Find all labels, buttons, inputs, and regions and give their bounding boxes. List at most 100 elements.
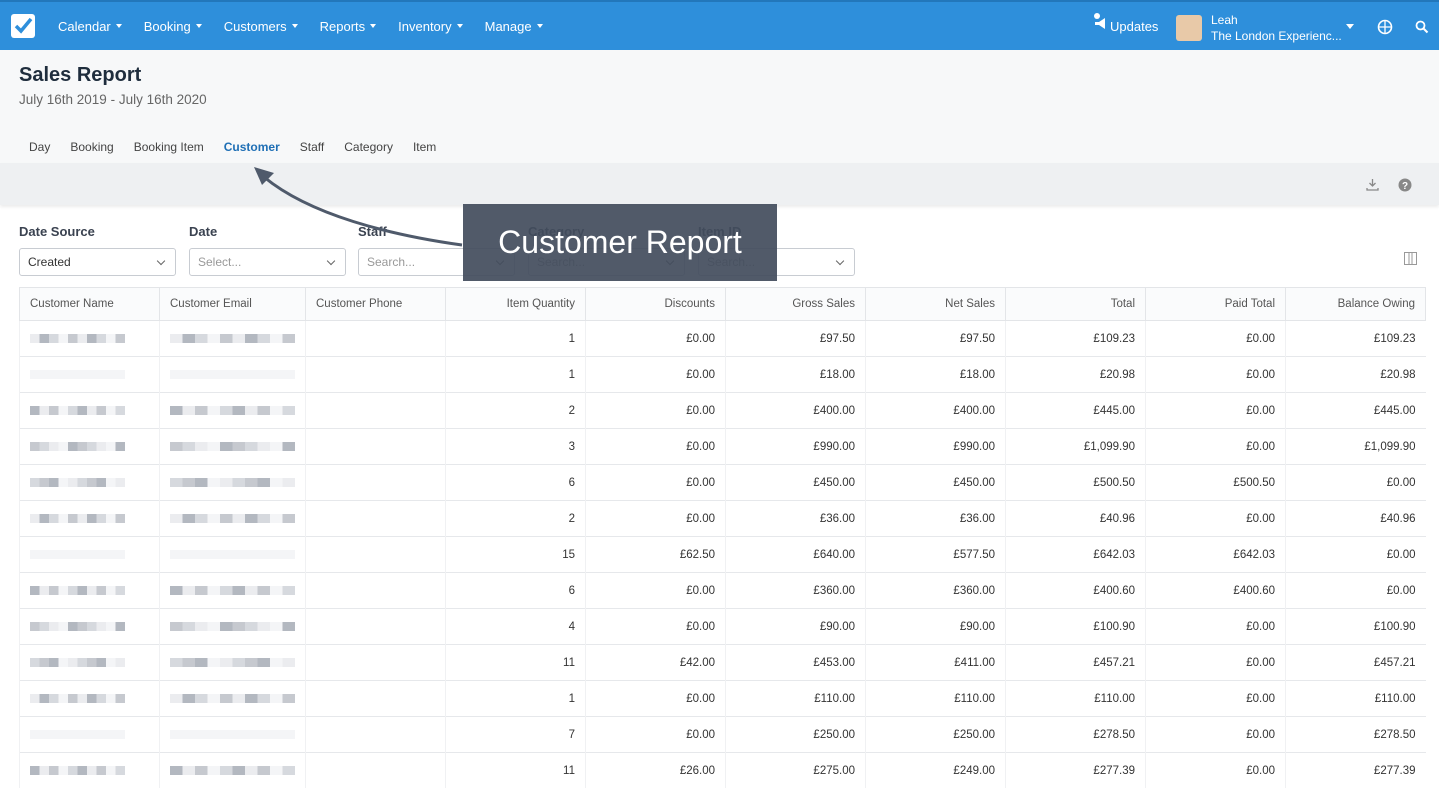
- help-icon[interactable]: ?: [1398, 178, 1412, 192]
- table-cell: £0.00: [585, 356, 726, 393]
- column-header[interactable]: Paid Total: [1145, 287, 1286, 321]
- table-cell: £0.00: [1145, 500, 1286, 537]
- table-cell: £990.00: [725, 428, 866, 465]
- tab[interactable]: Item: [412, 140, 437, 154]
- table-cell: £250.00: [725, 716, 866, 753]
- svg-text:?: ?: [1402, 181, 1408, 192]
- table-cell: £0.00: [1145, 680, 1286, 717]
- customer-name-cell: [19, 464, 160, 501]
- customer-email-cell: [159, 644, 306, 681]
- table-cell: £0.00: [585, 608, 726, 645]
- customer-phone-cell: [305, 500, 446, 537]
- table-cell: £100.90: [1005, 608, 1146, 645]
- table-cell: £110.00: [1285, 680, 1426, 717]
- nav-item[interactable]: Customers: [224, 19, 298, 34]
- column-header[interactable]: Total: [1005, 287, 1146, 321]
- table-row: 2 £0.00 £400.00 £400.00 £445.00 £0.00 £445.00: [19, 392, 1426, 429]
- logo[interactable]: [11, 14, 35, 38]
- table-cell: £100.90: [1285, 608, 1426, 645]
- table-cell: £642.03: [1005, 536, 1146, 573]
- organization: The London Experienc...: [1211, 29, 1341, 43]
- table-cell: £42.00: [585, 644, 726, 681]
- nav-item[interactable]: Booking: [144, 19, 202, 34]
- column-header[interactable]: Gross Sales: [725, 287, 866, 321]
- table-cell: £457.21: [1285, 644, 1426, 681]
- column-header[interactable]: Balance Owing: [1285, 287, 1426, 321]
- table-cell: £20.98: [1005, 356, 1146, 393]
- customer-name-cell: [19, 608, 160, 645]
- table-cell: £450.00: [865, 464, 1006, 501]
- column-header[interactable]: Customer Email: [159, 287, 306, 321]
- column-header[interactable]: Item Quantity: [445, 287, 586, 321]
- table-cell: £0.00: [1145, 608, 1286, 645]
- user-avatar[interactable]: [1176, 15, 1202, 41]
- nav-item[interactable]: Manage: [485, 19, 543, 34]
- table-cell: £400.60: [1005, 572, 1146, 609]
- table-cell: £577.50: [865, 536, 1006, 573]
- table-cell: £445.00: [1005, 392, 1146, 429]
- customer-phone-cell: [305, 680, 446, 717]
- tab[interactable]: Category: [344, 140, 393, 154]
- download-icon[interactable]: [1366, 178, 1379, 191]
- customer-email-cell: [159, 752, 306, 788]
- table-cell: 1: [445, 680, 586, 717]
- table-row: 1 £0.00 £110.00 £110.00 £110.00 £0.00 £110.00: [19, 680, 1426, 717]
- customer-name-cell: [19, 500, 160, 537]
- table-cell: 3: [445, 428, 586, 465]
- redacted-text: [170, 586, 295, 595]
- search-icon[interactable]: [1415, 20, 1429, 34]
- table-row: 15 £62.50 £640.00 £577.50 £642.03 £642.03 £0.0…: [19, 536, 1426, 573]
- report-table: Customer Name Customer Email Customer Phon…: [19, 287, 1426, 788]
- nav-item[interactable]: Inventory: [398, 19, 462, 34]
- table-cell: 6: [445, 572, 586, 609]
- redacted-text: [170, 406, 295, 415]
- table-cell: £1,099.90: [1285, 428, 1426, 465]
- column-header[interactable]: Discounts: [585, 287, 726, 321]
- column-header[interactable]: Net Sales: [865, 287, 1006, 321]
- table-row: 1 £0.00 £18.00 £18.00 £20.98 £0.00 £20.98: [19, 356, 1426, 393]
- table-cell: £110.00: [725, 680, 866, 717]
- table-row: 7 £0.00 £250.00 £250.00 £278.50 £0.00 £278.50: [19, 716, 1426, 753]
- table-cell: £0.00: [585, 392, 726, 429]
- customer-email-cell: [159, 428, 306, 465]
- customer-name-cell: [19, 752, 160, 788]
- columns-toggle[interactable]: [1404, 252, 1417, 265]
- tab[interactable]: Booking Item: [133, 140, 204, 154]
- redacted-text: [30, 586, 125, 595]
- table-cell: £277.39: [1005, 752, 1146, 788]
- table-cell: £0.00: [1285, 536, 1426, 573]
- redacted-text: [170, 442, 295, 451]
- table-row: 2 £0.00 £36.00 £36.00 £40.96 £0.00 £40.96: [19, 500, 1426, 537]
- table-cell: £400.00: [865, 392, 1006, 429]
- table-cell: £110.00: [1005, 680, 1146, 717]
- tab[interactable]: Staff: [299, 140, 325, 154]
- table-cell: £990.00: [865, 428, 1006, 465]
- redacted-text: [30, 766, 125, 775]
- table-row: 6 £0.00 £360.00 £360.00 £400.60 £400.60 £0.00: [19, 572, 1426, 609]
- nav-menu: Calendar Booking Customers Reports Inventory…: [58, 2, 543, 50]
- nav-item[interactable]: Reports: [320, 19, 377, 34]
- nav-item[interactable]: Calendar: [58, 19, 122, 34]
- filter-select[interactable]: Created: [19, 248, 176, 276]
- tab[interactable]: Booking: [70, 140, 114, 154]
- table-row: 4 £0.00 £90.00 £90.00 £100.90 £0.00 £100.90: [19, 608, 1426, 645]
- user-menu[interactable]: Leah The London Experienc...: [1211, 12, 1341, 44]
- column-header[interactable]: Customer Name: [19, 287, 160, 321]
- customer-phone-cell: [305, 464, 446, 501]
- table-cell: £0.00: [1285, 464, 1426, 501]
- language-icon[interactable]: [1377, 19, 1393, 35]
- table-cell: £400.60: [1145, 572, 1286, 609]
- filter-select[interactable]: Select...: [189, 248, 346, 276]
- table-row: 3 £0.00 £990.00 £990.00 £1,099.90 £0.00 £1,099…: [19, 428, 1426, 465]
- redacted-text: [30, 334, 125, 343]
- table-cell: £450.00: [725, 464, 866, 501]
- table-cell: £0.00: [585, 500, 726, 537]
- table-cell: £40.96: [1005, 500, 1146, 537]
- customer-email-cell: [159, 608, 306, 645]
- updates-link[interactable]: Updates: [1110, 19, 1159, 34]
- tab[interactable]: Day: [29, 140, 51, 154]
- redacted-text: [170, 550, 295, 559]
- filter: Date Select...: [189, 224, 346, 276]
- column-header[interactable]: Customer Phone: [305, 287, 446, 321]
